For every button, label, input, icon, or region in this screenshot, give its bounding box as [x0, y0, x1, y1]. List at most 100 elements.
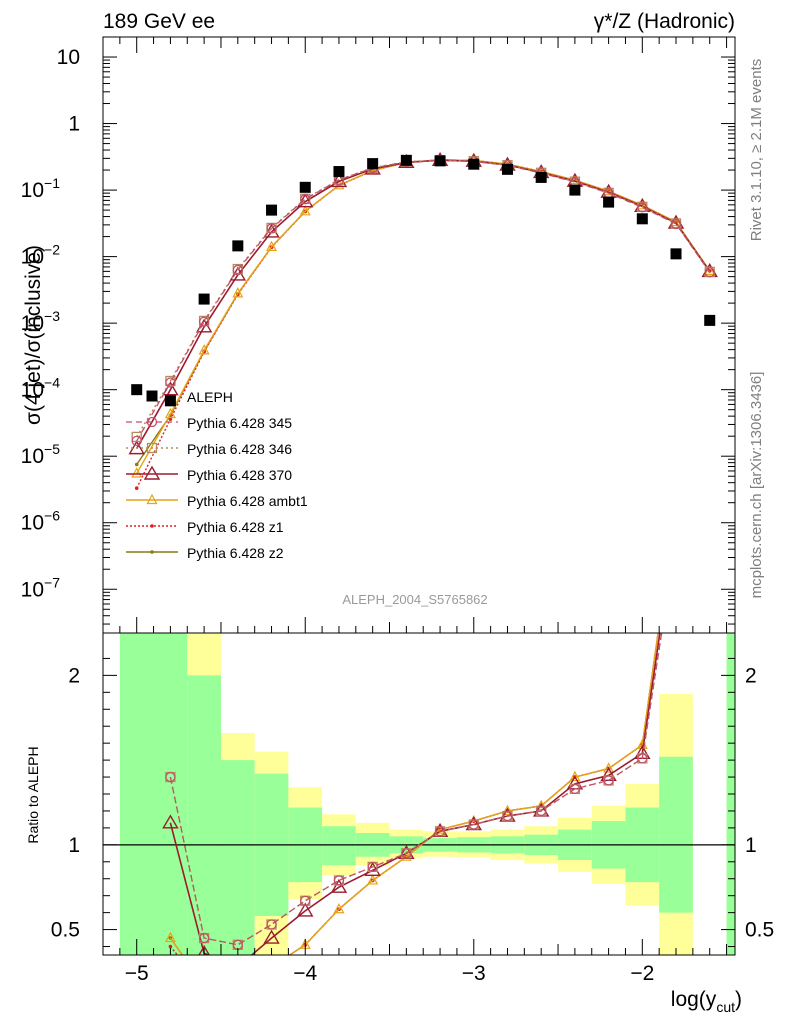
marker-p346 [131, 431, 142, 443]
ratio-marker-z1 [236, 987, 240, 991]
data-point [198, 293, 210, 305]
marker-ambt1 [164, 407, 176, 419]
ratio-marker-p345 [536, 805, 547, 817]
ratio-panel-plot [103, 501, 735, 993]
main-y-axis-label: σ(4 jet)/σ(inclusive) [22, 245, 45, 425]
legend-marker-z2 [150, 550, 154, 554]
ratio-y-tick-label: 0.5 [51, 919, 80, 942]
ratio-marker-ambt1 [672, 501, 681, 510]
marker-p345 [131, 435, 142, 447]
main-panel-frame [102, 36, 736, 634]
band-green [119, 633, 154, 955]
legend-marker-p345 [146, 416, 158, 428]
ratio-marker-p346 [672, 535, 681, 544]
ratio-marker-p345 [401, 848, 412, 859]
ratio-marker-ambt1 [200, 981, 209, 990]
legend-label: Pythia 6.428 370 [187, 467, 292, 483]
ratio-marker-z2 [674, 504, 678, 508]
y-tick-label: 10−4 [21, 375, 61, 402]
legend-label: Pythia 6.428 z2 [187, 545, 284, 561]
y-tick-label: 10−6 [21, 508, 61, 535]
ratio-marker-ambt1 [367, 874, 379, 885]
ratio-marker-p345 [434, 826, 446, 837]
ratio-axes: 0.5 0.5 1 1 2 2 −5 −4 −3 −2 [51, 657, 774, 985]
ratio-y-tick-label: 2 [68, 664, 80, 687]
band-green [153, 633, 188, 955]
marker-p370 [128, 440, 145, 455]
ratio-y-tick-label: 1 [68, 834, 80, 857]
ratio-marker-p345 [198, 932, 210, 944]
marker-ambt1 [266, 240, 278, 251]
x-axis-label: log(ycut) [671, 988, 742, 1015]
ratio-marker-ambt1 [535, 799, 547, 810]
ratio-marker-p370 [198, 944, 211, 955]
ratio-uncertainty-bands [119, 633, 735, 955]
x-tick-label: −4 [293, 962, 317, 985]
ratio-marker-z1 [674, 504, 678, 508]
rivet-version-label: Rivet 3.1.10, ≥ 2.1M events [748, 59, 765, 242]
ratio-marker-p345 [300, 895, 311, 906]
ratio-marker-p370 [669, 516, 683, 528]
marker-ambt1 [131, 467, 143, 478]
ratio-marker-ambt1 [333, 902, 345, 914]
data-point [131, 384, 143, 396]
ratio-marker-ambt1 [400, 850, 412, 861]
marker-z2 [134, 462, 139, 467]
x-tick-label: −2 [630, 962, 654, 985]
marker-p370 [297, 193, 314, 208]
legend-label: Pythia 6.428 345 [187, 415, 292, 431]
line-p370 [136, 159, 711, 449]
data-point [603, 196, 615, 208]
ratio-y-tick-label-right: 0.5 [745, 919, 774, 942]
y-tick-label: 10−7 [21, 574, 61, 601]
y-tick-label: 10−5 [21, 441, 61, 468]
marker-z1 [134, 486, 139, 491]
ratio-marker-ambt1 [603, 762, 615, 773]
legend-marker-p370 [143, 465, 161, 480]
x-tick-label: −5 [125, 962, 149, 985]
main-panel-plot [128, 151, 718, 491]
data-point [367, 158, 379, 170]
ratio-marker-z1 [202, 985, 206, 989]
ratio-marker-z2 [236, 987, 240, 991]
ratio-marker-ambt1 [569, 770, 581, 782]
ratio-line-p345 [169, 633, 663, 946]
legend-marker-p346 [146, 442, 158, 454]
main-y-axis: 10−7 10−6 10−5 10−4 10−3 10−2 10−1 1 10 [21, 36, 735, 633]
marker-p345 [670, 218, 682, 230]
ratio-marker-p345 [333, 875, 345, 886]
legend-swatch-data [146, 390, 158, 402]
legend-label: ALEPH [187, 389, 233, 405]
legend-label: Pythia 6.428 ambt1 [187, 493, 308, 509]
data-point [704, 314, 716, 326]
ratio-marker-p345 [266, 919, 277, 930]
line-p345 [136, 159, 711, 442]
data-point [636, 213, 648, 225]
legend-marker-ambt1 [146, 493, 158, 505]
marker-p345 [232, 264, 243, 276]
ratio-y-tick-label-right: 2 [745, 664, 757, 687]
marker-p370 [330, 173, 348, 188]
ratio-marker-ambt1 [501, 804, 513, 816]
ratio-marker-p370 [297, 902, 314, 917]
x-tick-label: −3 [462, 962, 486, 985]
data-point [468, 158, 480, 170]
y-tick-label: 1 [68, 113, 80, 136]
line-z1 [136, 159, 711, 489]
ratio-marker-ambt1 [233, 984, 242, 993]
ratio-marker-ambt1 [164, 931, 176, 943]
data-point [670, 248, 682, 260]
data-point [299, 181, 311, 193]
legend-label: Pythia 6.428 346 [187, 441, 292, 457]
ratio-marker-p345 [569, 783, 581, 795]
ratio-y-tick-label-right: 1 [745, 834, 757, 857]
ratio-marker-p345 [468, 819, 479, 830]
band-green [220, 760, 255, 955]
ratio-marker-p345 [672, 535, 681, 544]
ratio-marker-z1 [270, 965, 274, 969]
data-point [232, 240, 244, 252]
band-green [659, 756, 693, 913]
marker-ambt1 [603, 184, 615, 196]
marker-p345 [266, 223, 277, 234]
y-tick-label: 10−3 [21, 308, 61, 335]
